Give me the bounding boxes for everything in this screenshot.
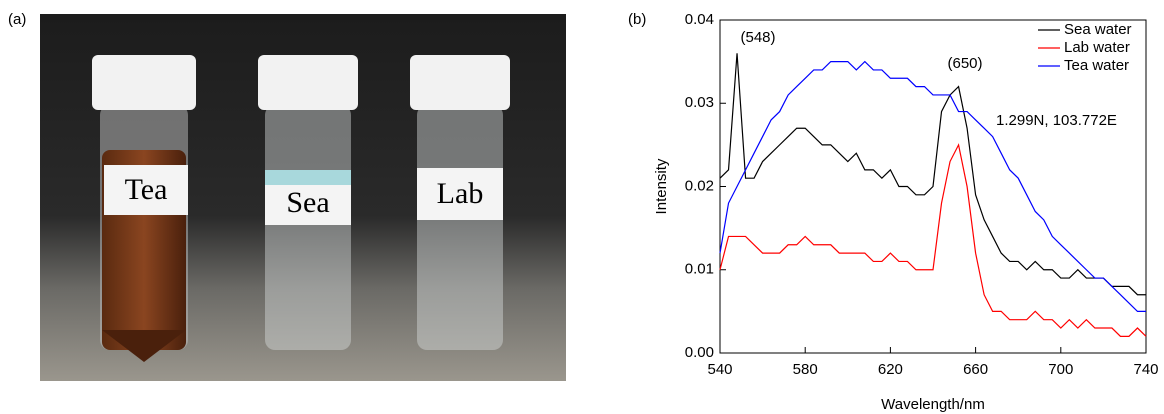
annotation: (650) [947, 55, 982, 72]
y-tick-label: 0.03 [685, 94, 714, 111]
x-tick-label: 660 [963, 361, 988, 378]
panel-label: (b) [628, 11, 646, 28]
x-tick-label: 700 [1048, 361, 1073, 378]
series-line [719, 60, 1146, 312]
tube-label: Tea [125, 173, 168, 206]
x-tick-label: 740 [1133, 361, 1158, 378]
x-tick-label: 540 [707, 361, 732, 378]
annotation: (548) [740, 29, 775, 46]
annotation: 1.299N, 103.772E [996, 112, 1117, 129]
chart: 0.00 0.01 0.02 0.03 0.04 540 580 620 660 700 740 Wa… [653, 11, 1159, 413]
y-tick-label: 0.02 [685, 177, 714, 194]
panel-label: (a) [8, 11, 26, 28]
legend-label: Sea water [1064, 21, 1132, 38]
y-tick-label: 0.01 [685, 261, 714, 278]
tube-label: Sea [286, 186, 329, 219]
legend-label: Tea water [1064, 57, 1129, 74]
x-axis-label: Wavelength/nm [881, 396, 985, 413]
tube-label: Lab [437, 177, 484, 210]
y-tick-label: 0.00 [685, 344, 714, 361]
photo: Tea Sea Lab [40, 14, 566, 381]
y-axis-label: Intensity [653, 158, 670, 214]
x-tick-label: 580 [793, 361, 818, 378]
legend-label: Lab water [1064, 39, 1130, 56]
y-tick-label: 0.04 [685, 11, 714, 28]
x-tick-label: 620 [878, 361, 903, 378]
series-line [719, 143, 1147, 337]
series-line [719, 53, 1146, 296]
